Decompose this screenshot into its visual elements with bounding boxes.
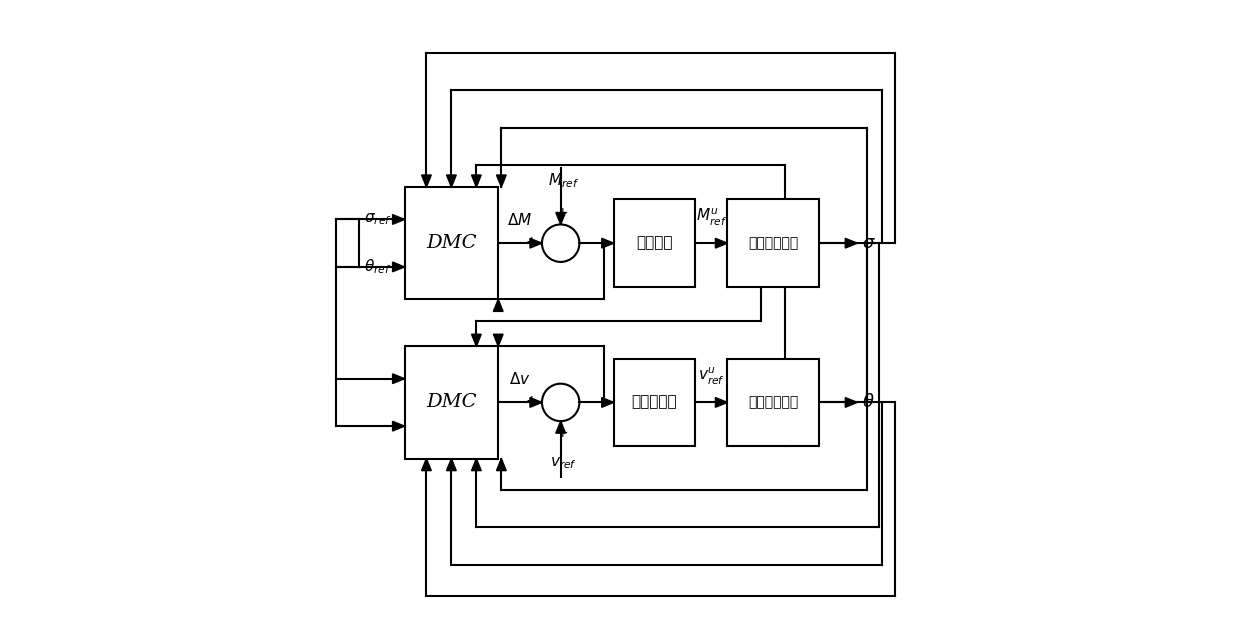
Text: $\theta_{ref}$: $\theta_{ref}$ bbox=[365, 258, 392, 277]
FancyBboxPatch shape bbox=[614, 358, 694, 446]
Polygon shape bbox=[715, 398, 728, 407]
Polygon shape bbox=[496, 459, 506, 471]
Text: DMC: DMC bbox=[427, 393, 476, 411]
Polygon shape bbox=[446, 175, 456, 187]
Text: $\Delta M$: $\Delta M$ bbox=[507, 212, 533, 227]
Text: +: + bbox=[526, 235, 538, 249]
Polygon shape bbox=[446, 459, 456, 471]
Text: $\sigma$: $\sigma$ bbox=[862, 234, 875, 252]
Text: DMC: DMC bbox=[427, 234, 476, 252]
Text: $v^u_{ref}$: $v^u_{ref}$ bbox=[698, 365, 724, 387]
FancyBboxPatch shape bbox=[728, 358, 818, 446]
Polygon shape bbox=[601, 398, 614, 407]
Text: $M_{ref}$: $M_{ref}$ bbox=[548, 171, 579, 190]
Polygon shape bbox=[393, 215, 404, 224]
Polygon shape bbox=[529, 238, 542, 248]
Polygon shape bbox=[846, 398, 857, 407]
Polygon shape bbox=[494, 299, 503, 311]
FancyBboxPatch shape bbox=[614, 200, 694, 287]
Text: 活套高度模型: 活套高度模型 bbox=[748, 396, 799, 410]
Text: 主传动电机: 主传动电机 bbox=[631, 396, 677, 410]
Text: +: + bbox=[557, 206, 568, 220]
Polygon shape bbox=[471, 175, 481, 187]
Polygon shape bbox=[471, 459, 481, 471]
Text: $\theta$: $\theta$ bbox=[862, 393, 874, 411]
Polygon shape bbox=[556, 212, 565, 224]
Polygon shape bbox=[496, 175, 506, 187]
FancyBboxPatch shape bbox=[404, 346, 498, 459]
Polygon shape bbox=[471, 335, 481, 347]
Polygon shape bbox=[393, 262, 404, 272]
Text: $v_{ref}$: $v_{ref}$ bbox=[551, 455, 578, 471]
Polygon shape bbox=[601, 238, 614, 248]
Polygon shape bbox=[715, 238, 728, 248]
Polygon shape bbox=[494, 335, 503, 347]
Polygon shape bbox=[556, 421, 565, 433]
Text: 活套电机: 活套电机 bbox=[636, 236, 672, 250]
Polygon shape bbox=[393, 421, 404, 431]
FancyBboxPatch shape bbox=[404, 187, 498, 299]
Text: +: + bbox=[557, 425, 568, 440]
Text: +: + bbox=[526, 394, 538, 408]
Text: $\Delta v$: $\Delta v$ bbox=[510, 371, 531, 387]
Polygon shape bbox=[846, 238, 857, 248]
Polygon shape bbox=[422, 175, 432, 187]
Text: $\sigma_{ref}$: $\sigma_{ref}$ bbox=[365, 212, 392, 227]
FancyBboxPatch shape bbox=[728, 200, 818, 287]
Polygon shape bbox=[393, 374, 404, 384]
Text: $M^u_{ref}$: $M^u_{ref}$ bbox=[696, 207, 727, 227]
Text: 带锂张力模型: 带锂张力模型 bbox=[748, 236, 799, 250]
Polygon shape bbox=[529, 398, 542, 407]
Polygon shape bbox=[422, 459, 432, 471]
